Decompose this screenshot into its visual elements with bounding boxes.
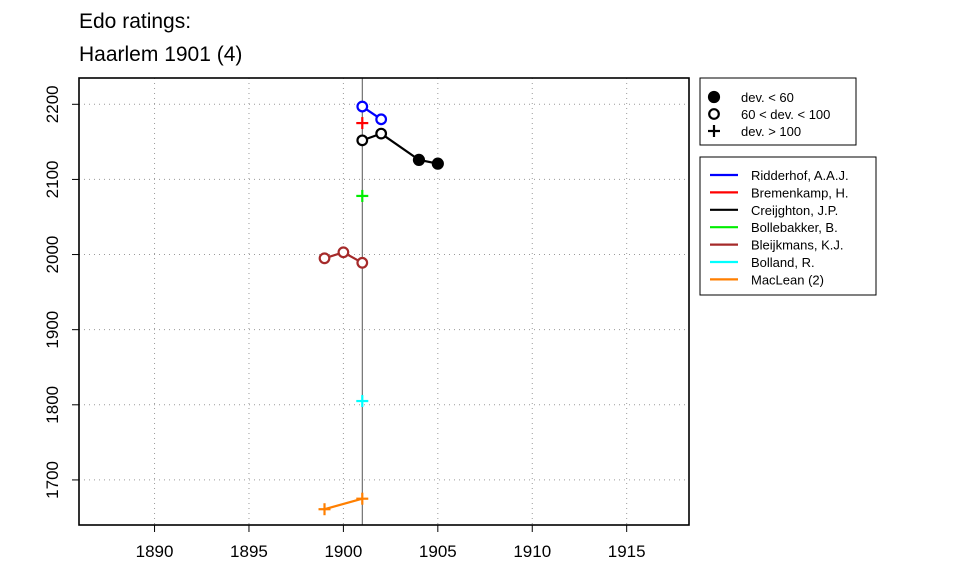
- data-point: [356, 189, 369, 202]
- data-point: [412, 153, 426, 166]
- y-axis: 1700 1800 1900 2000 2100 2200: [43, 85, 79, 499]
- y-tick-label: 1700: [43, 461, 62, 499]
- series-line: [361, 132, 439, 165]
- chart-title: Edo ratings:: [79, 10, 191, 33]
- data-point: [318, 503, 331, 516]
- series-4: [318, 246, 369, 269]
- series-1: [356, 117, 369, 130]
- series-legend-label: Creijghton, J.P.: [751, 203, 838, 218]
- y-tick-label: 2100: [43, 161, 62, 199]
- symbol-legend: dev. < 60 60 < dev. < 100 dev. > 100: [699, 77, 857, 146]
- data-point: [375, 127, 388, 140]
- series-legend-label: Bremenkamp, H.: [751, 185, 849, 200]
- series-legend-label: Bolland, R.: [751, 255, 815, 270]
- symbol-legend-label: dev. < 60: [741, 90, 794, 105]
- data-point: [337, 246, 350, 259]
- series-line: [324, 497, 363, 511]
- data-point: [356, 100, 369, 113]
- x-axis: 1890 1895 1900 1905 1910 1915: [136, 525, 646, 561]
- series-5: [356, 395, 369, 408]
- series-legend-label: Bleijkmans, K.J.: [751, 238, 843, 253]
- series-legend: Ridderhof, A.A.J. Bremenkamp, H. Creijghto…: [699, 156, 877, 296]
- x-tick-label: 1910: [513, 542, 551, 561]
- data-point: [375, 113, 388, 126]
- series-2: [356, 127, 444, 170]
- x-tick-label: 1905: [419, 542, 457, 561]
- data-point: [356, 492, 369, 505]
- series-legend-label: MacLean (2): [751, 272, 824, 287]
- series-0: [356, 100, 388, 126]
- data-point: [431, 157, 444, 170]
- chart-subtitle: Haarlem 1901 (4): [79, 43, 242, 66]
- series-legend-label: Bollebakker, B.: [751, 220, 838, 235]
- data-point: [318, 252, 331, 265]
- data-point: [356, 256, 369, 269]
- symbol-legend-box: [699, 77, 857, 146]
- data-point: [356, 395, 369, 408]
- y-tick-label: 2000: [43, 236, 62, 274]
- legend-symbol: [708, 125, 720, 137]
- x-tick-label: 1895: [230, 542, 268, 561]
- data-point: [356, 134, 369, 147]
- series-3: [356, 189, 369, 202]
- series-legend-box: [699, 156, 877, 296]
- x-tick-label: 1890: [136, 542, 174, 561]
- series-legend-label: Ridderhof, A.A.J.: [751, 168, 849, 183]
- series-6: [318, 492, 369, 516]
- y-tick-label: 1800: [43, 386, 62, 424]
- x-tick-label: 1900: [324, 542, 362, 561]
- x-tick-label: 1915: [608, 542, 646, 561]
- grid: [79, 78, 689, 525]
- y-tick-label: 2200: [43, 85, 62, 123]
- symbol-legend-label: 60 < dev. < 100: [741, 107, 830, 122]
- symbol-legend-label: dev. > 100: [741, 124, 801, 139]
- plot-frame: [78, 77, 690, 526]
- series-layer: [318, 100, 444, 516]
- y-tick-label: 1900: [43, 311, 62, 349]
- legend-symbol: [708, 108, 720, 120]
- data-point: [356, 117, 369, 130]
- legend-symbol: [707, 90, 721, 104]
